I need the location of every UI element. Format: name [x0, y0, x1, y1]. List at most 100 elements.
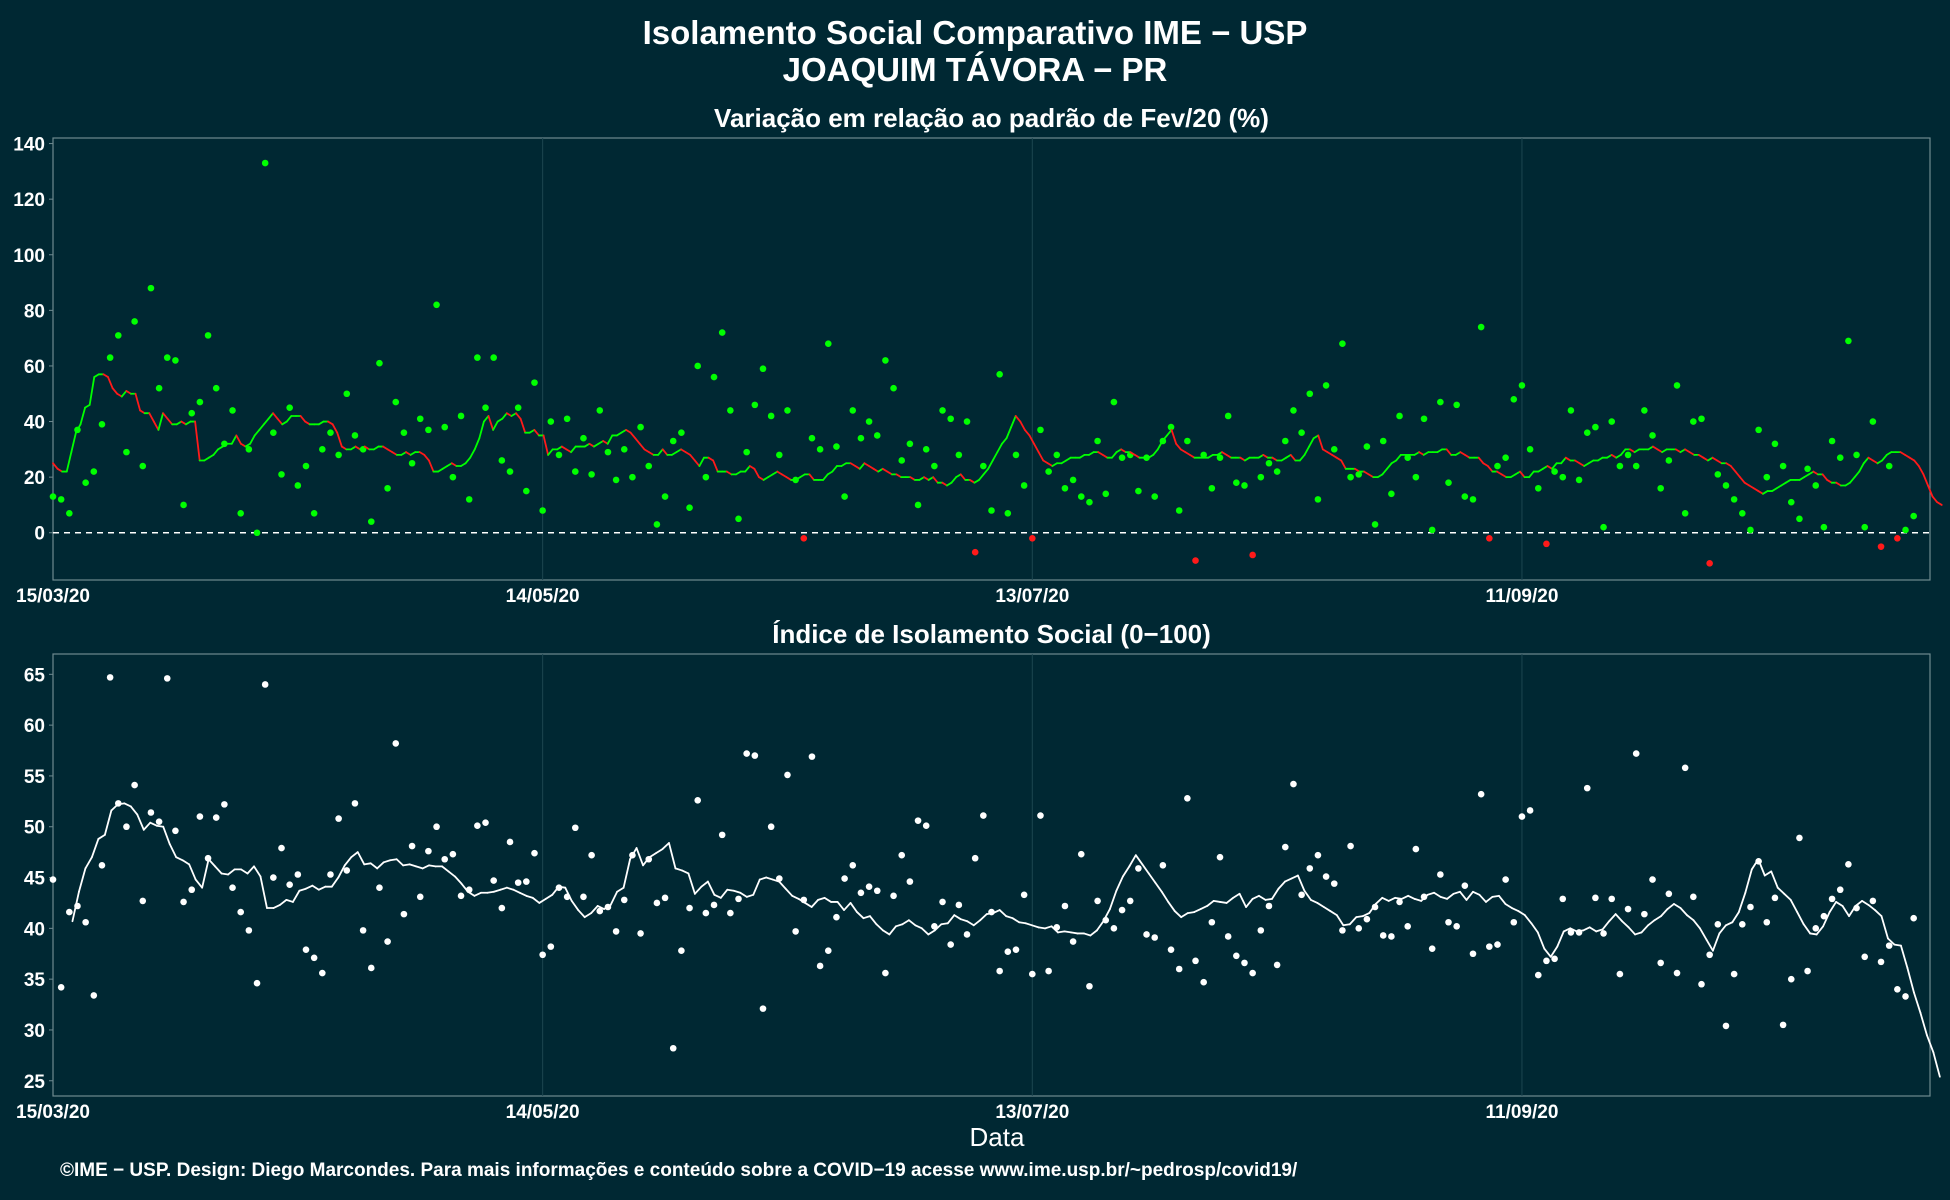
moving-average-segment [194, 420, 201, 462]
moving-average-segment [1037, 451, 1045, 462]
moving-average-segment [181, 859, 191, 866]
y-tick-label: 0 [34, 524, 45, 545]
data-point [1600, 930, 1607, 937]
moving-average-segment [1154, 881, 1163, 893]
moving-average-segment [1783, 892, 1792, 901]
data-point [1330, 880, 1338, 887]
data-point [1665, 890, 1673, 898]
data-point [1526, 807, 1534, 814]
moving-average-segment [1057, 930, 1066, 934]
moving-average-segment [901, 919, 910, 926]
data-point [1379, 437, 1387, 445]
figure-title-line2: JOAQUIM TÁVORA − PR [783, 51, 1168, 88]
data-point [1461, 493, 1469, 500]
y-tick-label: 60 [24, 716, 45, 737]
data-point [1616, 462, 1624, 470]
data-point [1281, 843, 1289, 851]
data-point [457, 892, 465, 900]
moving-average-segment [1936, 501, 1943, 506]
data-point [1224, 933, 1232, 940]
moving-average-segment [499, 886, 508, 891]
data-point [98, 862, 106, 869]
data-point [1779, 462, 1787, 470]
data-point [1135, 487, 1142, 495]
moving-average-segment [570, 445, 577, 454]
moving-average-segment [1849, 476, 1856, 484]
data-point [523, 878, 530, 885]
moving-average-segment [551, 885, 560, 896]
data-point [906, 878, 914, 885]
data-point [759, 365, 767, 373]
data-point [270, 429, 277, 436]
data-point [1632, 750, 1640, 757]
moving-average-segment [1044, 925, 1053, 930]
data-point [784, 771, 791, 779]
data-point [1437, 398, 1444, 406]
moving-average-segment [836, 901, 845, 911]
data-point [939, 407, 946, 414]
data-point [66, 908, 73, 916]
data-point [416, 415, 424, 423]
moving-average-segment [933, 923, 943, 932]
moving-average-segment [299, 415, 307, 423]
data-point [90, 468, 98, 475]
data-point [1747, 903, 1754, 911]
moving-average-segment [493, 888, 502, 893]
data-point [376, 884, 383, 892]
moving-average-segment [1161, 434, 1168, 442]
moving-average-segment [681, 869, 690, 875]
data-point [620, 446, 628, 453]
data-point [1094, 437, 1101, 445]
moving-average-segment [1472, 890, 1481, 896]
moving-average-segment [52, 462, 59, 470]
data-point [1543, 540, 1550, 548]
data-point [1624, 905, 1632, 913]
data-point [1445, 918, 1452, 926]
moving-average-segment [713, 893, 722, 899]
moving-average-segment [120, 390, 128, 398]
moving-average-segment [336, 431, 343, 448]
moving-average-segment [648, 852, 657, 859]
moving-average-segment [97, 833, 106, 840]
moving-average-segment [1446, 892, 1455, 900]
data-point [196, 398, 204, 406]
moving-average-segment [1575, 929, 1585, 933]
data-point [922, 822, 930, 830]
moving-average-segment [356, 851, 366, 866]
data-point [449, 473, 457, 481]
data-point [833, 913, 840, 921]
moving-average-segment [1796, 911, 1805, 926]
moving-average-segment [1206, 900, 1215, 907]
data-point [1290, 407, 1297, 414]
moving-average-segment [162, 825, 171, 845]
moving-average-segment [107, 376, 114, 390]
data-point [1771, 894, 1779, 902]
moving-average-segment [1887, 937, 1896, 946]
moving-average-segment [1919, 1011, 1928, 1036]
moving-average-segment [1225, 896, 1234, 904]
moving-average-segment [1601, 920, 1611, 931]
moving-average-segment [719, 888, 729, 899]
data-point [841, 875, 848, 882]
moving-average-segment [162, 412, 169, 420]
data-point [792, 928, 799, 935]
data-point [882, 357, 889, 364]
data-point [1037, 426, 1044, 434]
moving-average-segment [1917, 465, 1925, 476]
data-point [1665, 457, 1673, 464]
y-tick-label: 35 [24, 970, 46, 991]
moving-average-segment [668, 842, 677, 870]
data-point [1518, 813, 1526, 820]
moving-average-segment [1925, 1034, 1935, 1054]
data-point [1224, 412, 1232, 420]
moving-average-segment [110, 803, 119, 812]
y-tick-label: 25 [24, 1072, 46, 1093]
data-point [1069, 938, 1077, 945]
data-point [1502, 454, 1509, 461]
moving-average-segment [946, 914, 956, 925]
data-point [1706, 560, 1713, 567]
data-point [800, 535, 808, 542]
moving-average-segment [1619, 448, 1627, 456]
data-point [1804, 465, 1811, 473]
data-point [514, 404, 522, 411]
